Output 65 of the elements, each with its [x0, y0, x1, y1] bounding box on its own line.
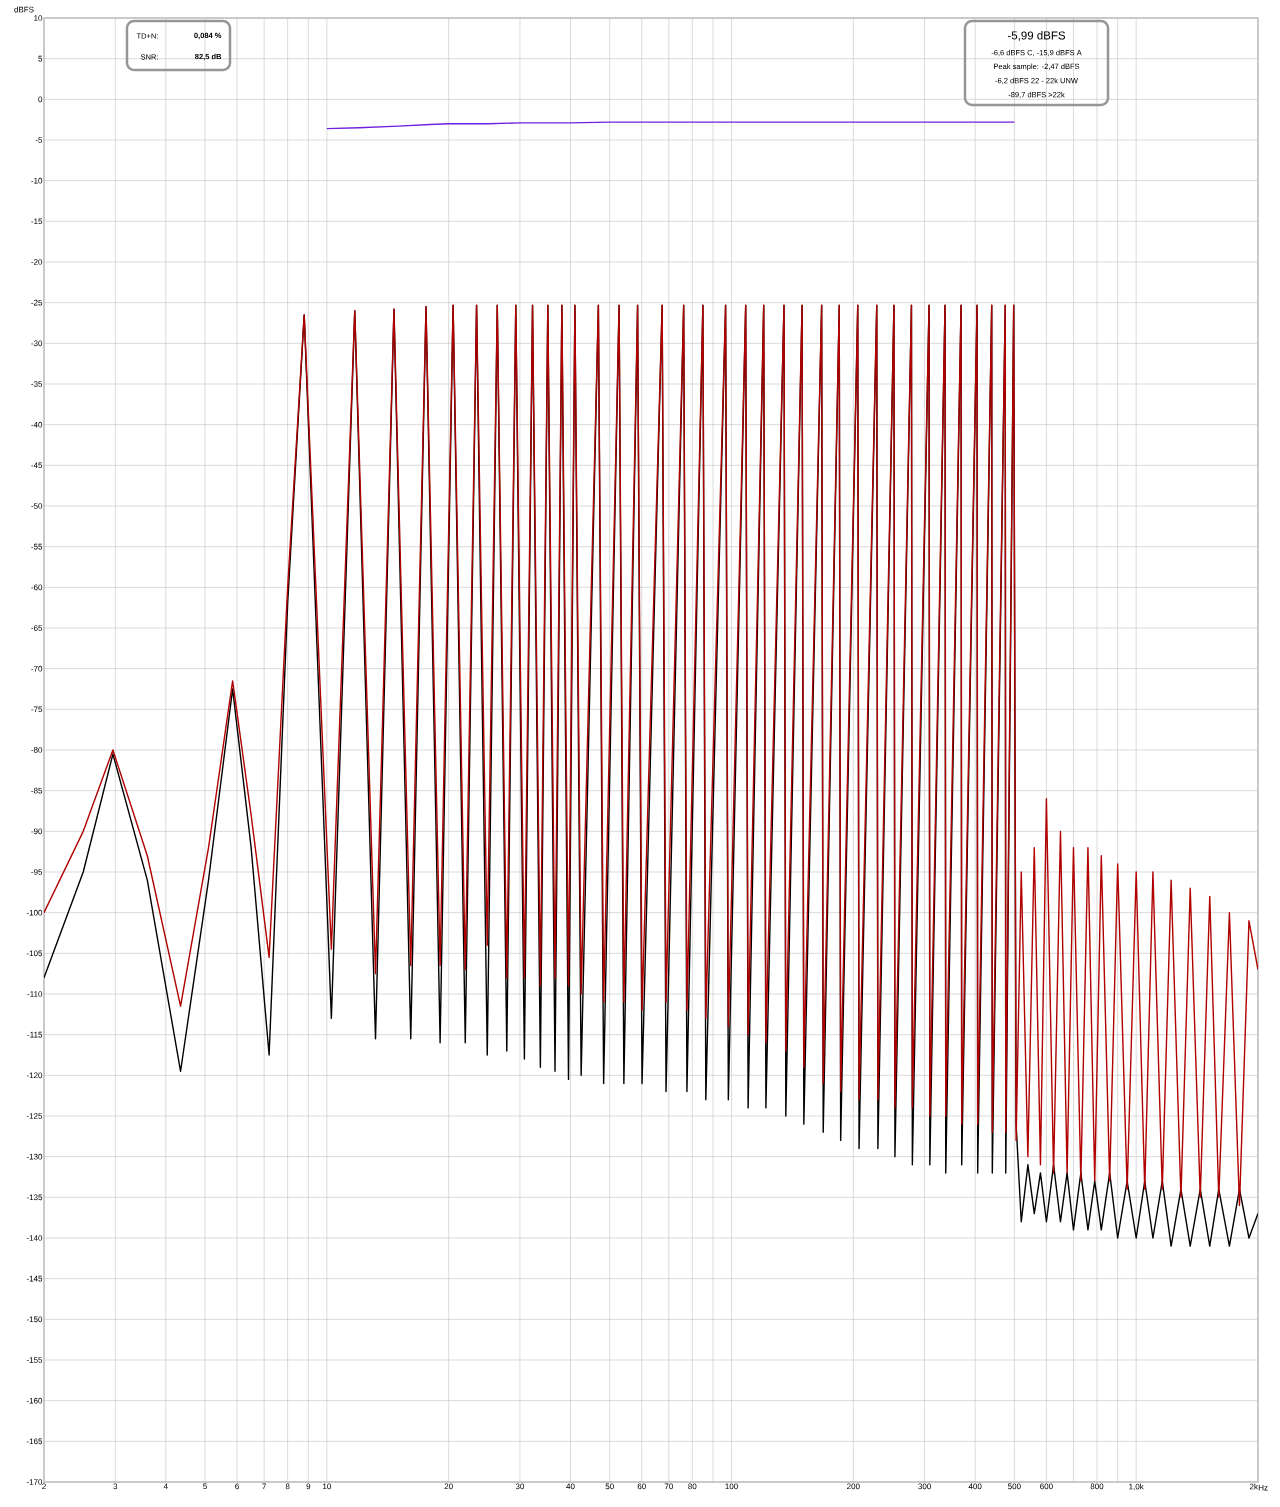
- x-tick-label: 50: [605, 1483, 614, 1490]
- y-tick-label: -115: [27, 1031, 43, 1038]
- x-tick-label: 9: [306, 1483, 311, 1490]
- x-tick-label: 7: [262, 1483, 266, 1490]
- y-tick-label: -45: [31, 462, 43, 469]
- y-tick-label: -20: [31, 259, 43, 265]
- y-tick-label: -120: [26, 1072, 43, 1079]
- x-tick-label: 1,0k: [1129, 1483, 1144, 1491]
- x-tick-label: 5: [203, 1483, 207, 1490]
- y-tick-label: -75: [31, 706, 43, 713]
- y-axis-title: dBFS: [14, 6, 34, 13]
- x-tick-label: 60: [637, 1483, 646, 1490]
- y-tick-label: 10: [34, 15, 43, 21]
- y-tick-label: -100: [26, 909, 43, 916]
- x-tick-label: 80: [688, 1483, 697, 1490]
- y-tick-label: -105: [26, 950, 43, 957]
- y-tick-label: -110: [27, 991, 43, 997]
- y-tick-label: -80: [31, 747, 43, 753]
- x-tick-label: 800: [1090, 1483, 1104, 1490]
- x-tick-label: 20: [444, 1483, 453, 1490]
- y-tick-label: -160: [26, 1397, 43, 1404]
- x-tick-label: 200: [847, 1483, 860, 1490]
- y-tick-label: -50: [31, 503, 43, 509]
- y-tick-label: 0: [38, 96, 43, 103]
- y-tick-label: -25: [31, 299, 43, 306]
- y-tick-label: -125: [26, 1113, 43, 1119]
- x-tick-label: 2k: [1249, 1483, 1258, 1490]
- x-tick-label: 300: [918, 1483, 931, 1490]
- x-tick-label: 600: [1040, 1483, 1053, 1490]
- y-tick-label: -85: [31, 787, 43, 794]
- x-tick-label: 2: [42, 1483, 46, 1490]
- y-tick-label: -5: [35, 137, 43, 143]
- y-tick-label: -55: [31, 543, 43, 550]
- y-tick-label: -170: [26, 1479, 43, 1485]
- y-tick-label: -140: [26, 1235, 43, 1241]
- x-tick-label: 40: [566, 1483, 575, 1490]
- y-tick-label: -90: [31, 828, 43, 835]
- x-axis-title: Hz: [1258, 1484, 1268, 1491]
- y-tick-label: 5: [38, 55, 43, 62]
- y-tick-label: -155: [26, 1357, 43, 1363]
- x-tick-label: 500: [1008, 1483, 1021, 1490]
- annotation: -5,99 dBFS: [1007, 31, 1066, 41]
- y-tick-label: -135: [26, 1194, 43, 1201]
- x-tick-label: 30: [515, 1483, 525, 1490]
- x-tick-label: 6: [235, 1483, 239, 1490]
- y-tick-label: -15: [31, 218, 43, 225]
- x-tick-label: 100: [725, 1483, 738, 1490]
- y-tick-label: -40: [31, 421, 43, 428]
- x-tick-label: 4: [163, 1483, 168, 1490]
- y-tick-label: -60: [31, 584, 43, 591]
- y-tick-label: -35: [31, 381, 43, 387]
- x-tick-label: 400: [968, 1483, 982, 1490]
- y-tick-label: -10: [31, 177, 43, 184]
- y-tick-label: -130: [26, 1153, 43, 1160]
- y-tick-label: -150: [26, 1316, 43, 1323]
- y-tick-label: -145: [26, 1275, 43, 1282]
- y-tick-label: -95: [31, 869, 43, 875]
- y-tick-label: -65: [31, 625, 43, 631]
- x-tick-label: 8: [285, 1483, 290, 1490]
- y-tick-label: -30: [31, 340, 43, 347]
- y-tick-label: -70: [31, 665, 43, 672]
- x-tick-label: 10: [323, 1483, 331, 1490]
- x-tick-label: 3: [113, 1483, 118, 1490]
- y-tick-label: -165: [26, 1438, 43, 1445]
- x-tick-label: 70: [664, 1483, 673, 1490]
